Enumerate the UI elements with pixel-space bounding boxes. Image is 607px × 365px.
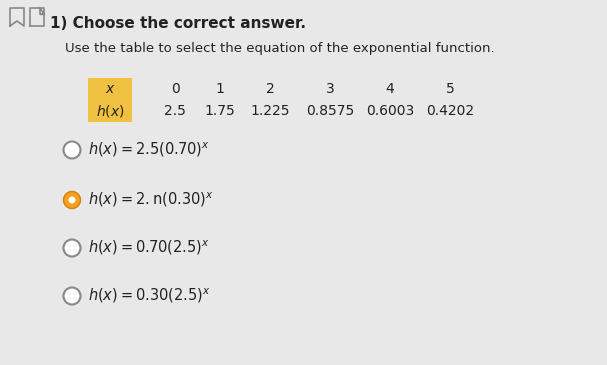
Text: 0.6003: 0.6003 <box>366 104 414 118</box>
Text: $h(x)$: $h(x)$ <box>96 103 124 119</box>
FancyBboxPatch shape <box>88 100 132 122</box>
Text: 0: 0 <box>171 82 180 96</box>
Text: $h(x) = 2.\mathrm{n}(0.30)^{x}$: $h(x) = 2.\mathrm{n}(0.30)^{x}$ <box>88 191 214 209</box>
Text: 0.4202: 0.4202 <box>426 104 474 118</box>
Circle shape <box>69 196 75 204</box>
Circle shape <box>64 239 81 257</box>
FancyBboxPatch shape <box>88 78 132 100</box>
Circle shape <box>64 288 81 304</box>
Text: 1) Choose the correct answer.: 1) Choose the correct answer. <box>50 16 306 31</box>
Text: 1.75: 1.75 <box>205 104 236 118</box>
Circle shape <box>64 142 81 158</box>
Text: Use the table to select the equation of the exponential function.: Use the table to select the equation of … <box>65 42 495 55</box>
Text: $x$: $x$ <box>104 82 115 96</box>
Text: $h(x) = 0.30(2.5)^{x}$: $h(x) = 0.30(2.5)^{x}$ <box>88 287 211 305</box>
Circle shape <box>64 192 81 208</box>
Text: $h(x) = 0.70(2.5)^{x}$: $h(x) = 0.70(2.5)^{x}$ <box>88 239 209 257</box>
Text: 5: 5 <box>446 82 455 96</box>
Text: 2: 2 <box>266 82 274 96</box>
Text: 0.8575: 0.8575 <box>306 104 354 118</box>
Text: 4: 4 <box>385 82 395 96</box>
Text: 3: 3 <box>325 82 334 96</box>
Text: $h(x) = 2.5(0.70)^{x}$: $h(x) = 2.5(0.70)^{x}$ <box>88 141 209 159</box>
Text: 1.225: 1.225 <box>250 104 290 118</box>
Text: 1: 1 <box>215 82 225 96</box>
Text: 2.5: 2.5 <box>164 104 186 118</box>
